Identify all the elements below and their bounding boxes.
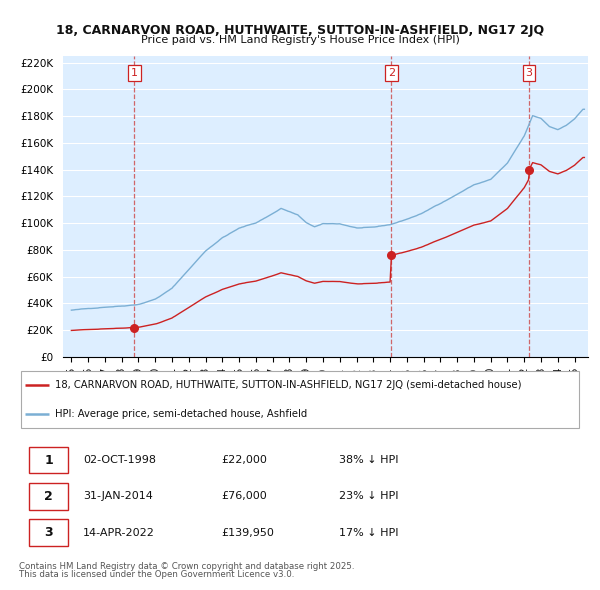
Text: This data is licensed under the Open Government Licence v3.0.: This data is licensed under the Open Gov…	[19, 571, 295, 579]
FancyBboxPatch shape	[29, 519, 68, 546]
Text: HPI: Average price, semi-detached house, Ashfield: HPI: Average price, semi-detached house,…	[55, 409, 307, 419]
Text: 14-APR-2022: 14-APR-2022	[83, 527, 155, 537]
Text: 3: 3	[526, 68, 532, 78]
FancyBboxPatch shape	[29, 483, 68, 510]
Text: 23% ↓ HPI: 23% ↓ HPI	[340, 491, 399, 502]
Text: £22,000: £22,000	[221, 455, 267, 465]
Text: Price paid vs. HM Land Registry's House Price Index (HPI): Price paid vs. HM Land Registry's House …	[140, 35, 460, 45]
Text: 38% ↓ HPI: 38% ↓ HPI	[340, 455, 399, 465]
Text: 18, CARNARVON ROAD, HUTHWAITE, SUTTON-IN-ASHFIELD, NG17 2JQ (semi-detached house: 18, CARNARVON ROAD, HUTHWAITE, SUTTON-IN…	[55, 381, 521, 391]
Text: 18, CARNARVON ROAD, HUTHWAITE, SUTTON-IN-ASHFIELD, NG17 2JQ: 18, CARNARVON ROAD, HUTHWAITE, SUTTON-IN…	[56, 24, 544, 37]
Text: 17% ↓ HPI: 17% ↓ HPI	[340, 527, 399, 537]
Text: £139,950: £139,950	[221, 527, 274, 537]
Text: £76,000: £76,000	[221, 491, 267, 502]
Text: 31-JAN-2014: 31-JAN-2014	[83, 491, 153, 502]
Text: 1: 1	[131, 68, 138, 78]
Text: 02-OCT-1998: 02-OCT-1998	[83, 455, 156, 465]
FancyBboxPatch shape	[21, 371, 579, 428]
Text: 3: 3	[44, 526, 53, 539]
Text: Contains HM Land Registry data © Crown copyright and database right 2025.: Contains HM Land Registry data © Crown c…	[19, 562, 355, 571]
Text: 2: 2	[388, 68, 395, 78]
FancyBboxPatch shape	[29, 447, 68, 473]
Text: 2: 2	[44, 490, 53, 503]
Text: 1: 1	[44, 454, 53, 467]
